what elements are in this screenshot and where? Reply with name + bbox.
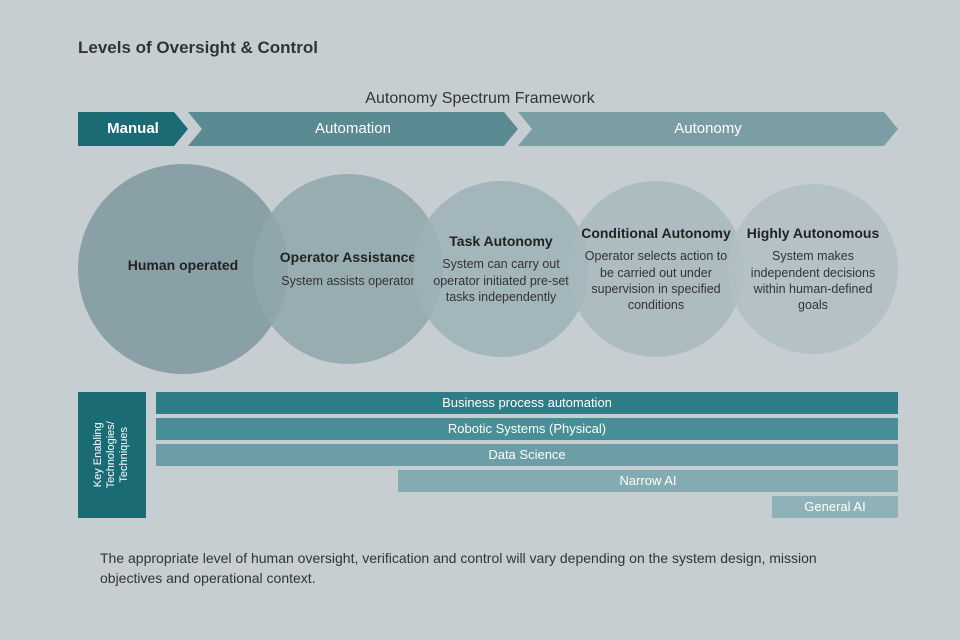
enabling-technologies: Key EnablingTechnologies/Techniques Busi… — [78, 392, 898, 532]
tech-bar: Narrow AI — [398, 470, 898, 492]
circle-conditional-autonomy: Conditional Autonomy Operator selects ac… — [568, 181, 744, 357]
page-title: Levels of Oversight & Control — [78, 38, 318, 58]
subtitle: Autonomy Spectrum Framework — [0, 90, 960, 108]
arrow-label-autonomy: Autonomy — [518, 112, 898, 146]
tech-bar: Business process automation — [156, 392, 898, 414]
tech-bar: Data Science — [156, 444, 898, 466]
circle-title: Operator Assistance — [280, 249, 416, 267]
tech-bar: Robotic Systems (Physical) — [156, 418, 898, 440]
arrow-label-manual: Manual — [78, 112, 188, 146]
circle-task-autonomy: Task Autonomy System can carry out opera… — [413, 181, 589, 357]
circle-highly-autonomous: Highly Autonomous System makes independe… — [728, 184, 898, 354]
footer-note: The appropriate level of human oversight… — [100, 548, 880, 589]
arrow-label-automation: Automation — [188, 112, 518, 146]
circle-desc: Operator selects action to be carried ou… — [580, 248, 732, 313]
spectrum-arrow: Manual Automation Autonomy — [78, 112, 898, 146]
circle-title: Highly Autonomous — [747, 225, 879, 243]
circle-title: Human operated — [128, 257, 238, 275]
tech-sidebar-label: Key EnablingTechnologies/Techniques — [92, 421, 132, 488]
circle-desc: System can carry out operator initiated … — [425, 256, 577, 305]
tech-bar: General AI — [772, 496, 898, 518]
circle-title: Task Autonomy — [449, 233, 552, 251]
circle-desc: System makes independent decisions withi… — [740, 248, 886, 313]
tech-sidebar: Key EnablingTechnologies/Techniques — [78, 392, 146, 518]
circle-title: Conditional Autonomy — [581, 225, 731, 243]
circle-desc: System assists operator — [281, 273, 414, 289]
autonomy-circles: Human operated Operator Assistance Syste… — [78, 164, 898, 374]
